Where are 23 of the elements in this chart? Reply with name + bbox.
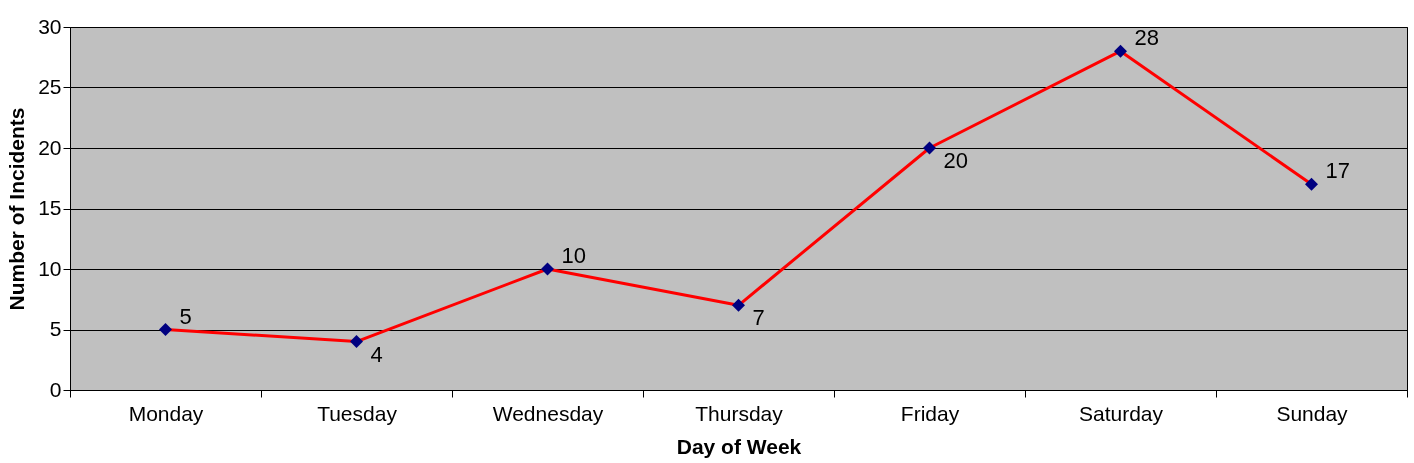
y-tick-label: 0 <box>49 377 62 401</box>
x-tick-label: Friday <box>900 401 960 425</box>
x-axis-title: Day of Week <box>676 434 802 458</box>
y-axis-title: Number of Incidents <box>5 107 29 311</box>
x-tick-label: Thursday <box>695 401 784 425</box>
x-tick-label: Sunday <box>1276 401 1349 425</box>
y-tick-label: 25 <box>38 75 62 98</box>
data-label: 20 <box>943 148 968 173</box>
y-tick-label: 30 <box>38 14 62 38</box>
y-tick-label: 15 <box>38 196 62 219</box>
y-tick-label: 20 <box>38 135 62 159</box>
x-tick-label: Wednesday <box>492 401 604 425</box>
data-label: 10 <box>561 243 586 268</box>
data-label: 4 <box>370 341 383 367</box>
x-tick-label: Tuesday <box>317 401 398 425</box>
data-label: 7 <box>752 305 765 331</box>
data-label: 17 <box>1325 158 1350 184</box>
data-label: 5 <box>179 303 192 329</box>
data-label: 28 <box>1134 25 1159 51</box>
y-tick-label: 5 <box>49 317 62 340</box>
y-tick-label: 10 <box>38 256 62 280</box>
x-tick-label: Monday <box>128 401 204 425</box>
x-tick-label: Saturday <box>1078 401 1164 425</box>
